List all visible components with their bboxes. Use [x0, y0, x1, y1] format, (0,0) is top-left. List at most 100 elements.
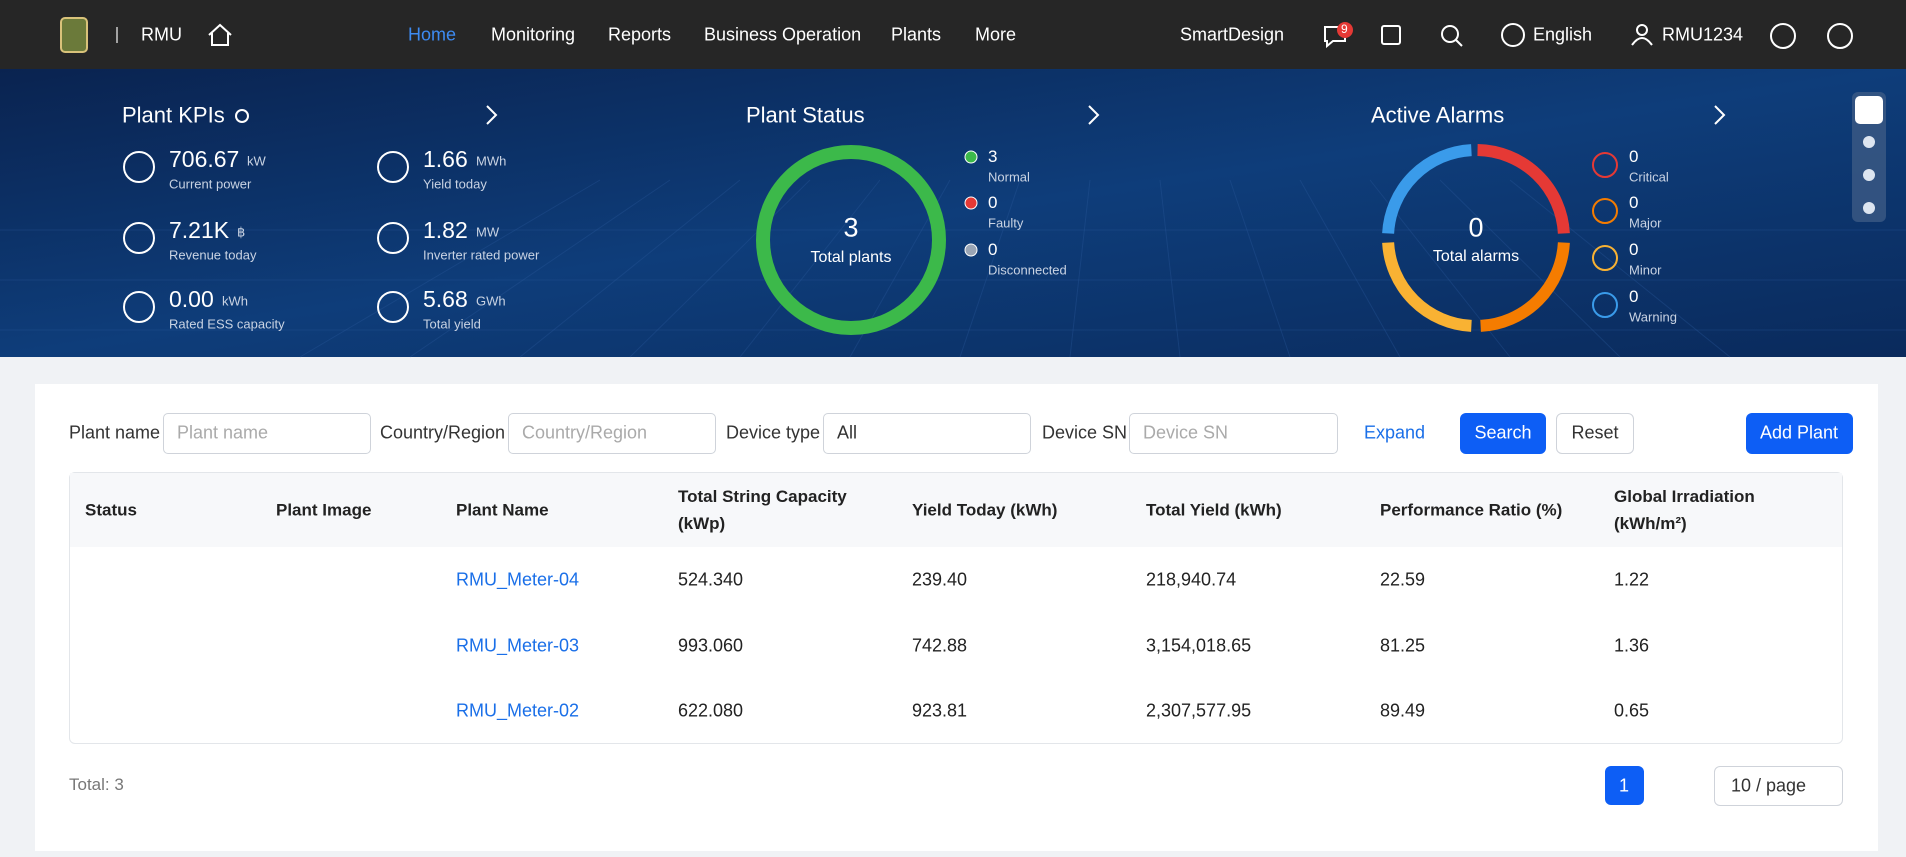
legend-value: 3 — [988, 147, 998, 167]
kpi-value: 7.21K — [169, 216, 230, 243]
cell: 22.59 — [1380, 569, 1426, 590]
filter-input[interactable] — [1129, 413, 1338, 454]
placeholder: Plant name — [177, 422, 269, 443]
reset-button[interactable] — [1556, 413, 1634, 454]
filter-input[interactable] — [823, 413, 1031, 454]
page-current[interactable] — [1605, 766, 1644, 805]
legend-value: 0 — [988, 193, 998, 213]
arrow — [1088, 105, 1100, 125]
cell: 524.340 — [678, 569, 744, 590]
plant-link[interactable]: RMU_Meter-03 — [456, 635, 580, 656]
column-header: Status — [85, 500, 137, 520]
nav-item[interactable]: Plants — [891, 24, 942, 45]
banner-grid — [409, 179, 671, 358]
cell: 1.36 — [1614, 635, 1650, 656]
cell: 218,940.74 — [1146, 569, 1237, 590]
kpi-label: Current power — [169, 176, 252, 192]
placeholder: Device SN — [1143, 422, 1229, 443]
kpi-icon — [377, 291, 409, 323]
home-icon — [208, 23, 232, 46]
button-label: Search — [1474, 422, 1532, 443]
calendar-icon — [1381, 25, 1401, 45]
filter-label: Device SN — [1042, 422, 1128, 443]
legend-label: Disconnected — [988, 262, 1067, 278]
language[interactable]: English — [1533, 24, 1593, 45]
badge-count: 9 — [1341, 22, 1348, 37]
kpi-unit: kW — [247, 153, 266, 169]
help-icon — [1827, 23, 1853, 49]
kpi-unit: kWh — [222, 293, 248, 309]
nav-item[interactable]: Business Operation — [704, 24, 862, 45]
total: Total: 3 — [69, 775, 124, 795]
panel-title: Plant Status — [746, 102, 865, 128]
legend-label: Critical — [1629, 169, 1669, 185]
banner-grid — [1159, 179, 1181, 358]
legend-label: Minor — [1629, 262, 1662, 278]
nav-item[interactable]: Reports — [608, 24, 672, 45]
panel-title: Plant KPIs — [122, 102, 225, 128]
user-icon — [1636, 24, 1648, 36]
legend-dot — [964, 150, 978, 164]
cell: 622.080 — [678, 700, 744, 721]
legend-value: 0 — [988, 240, 998, 260]
kpi-unit: MW — [476, 224, 500, 240]
logo — [60, 17, 88, 53]
toolbar-icon — [1863, 136, 1875, 148]
column-header: Plant Image — [276, 500, 372, 520]
kpi-label: Yield today — [423, 176, 487, 192]
cell: 2,307,577.95 — [1146, 700, 1252, 721]
nav-item[interactable]: Monitoring — [491, 24, 576, 45]
legend-label: Warning — [1629, 309, 1677, 325]
side-toolbar — [1852, 92, 1886, 222]
smartdesign[interactable]: SmartDesign — [1180, 24, 1285, 45]
banner-grid — [629, 179, 811, 358]
alarm-icon — [1592, 292, 1618, 318]
column-header: Plant Name — [456, 500, 549, 520]
user-body — [1631, 37, 1653, 46]
column-header: Performance Ratio (%) — [1380, 500, 1563, 520]
toolbar-icon — [1863, 202, 1875, 214]
plant-link[interactable]: RMU_Meter-02 — [456, 700, 580, 721]
arrow — [1714, 105, 1726, 125]
column-header: Yield Today (kWh) — [912, 500, 1058, 520]
user[interactable]: RMU1234 — [1662, 24, 1744, 45]
add-button[interactable] — [1746, 413, 1853, 454]
plant-link[interactable]: RMU_Meter-04 — [456, 569, 580, 590]
filter-input[interactable] — [508, 413, 716, 454]
kpi-label: Inverter rated power — [423, 247, 540, 263]
cell: 742.88 — [912, 635, 968, 656]
nav-item[interactable]: More — [975, 24, 1017, 45]
kpi-value: 706.67 — [169, 145, 240, 172]
status-ring — [756, 145, 946, 335]
brand: RMU — [141, 24, 182, 45]
banner-grid — [1229, 179, 1291, 358]
cell: 1.22 — [1614, 569, 1650, 590]
kpi-unit: ฿ — [237, 224, 246, 240]
cell: 81.25 — [1380, 635, 1426, 656]
arrow — [486, 105, 498, 125]
legend-value: 0 — [1629, 240, 1639, 260]
search-button[interactable] — [1460, 413, 1546, 454]
filter-label: Plant name — [69, 422, 161, 443]
filter-label: Device type — [726, 422, 821, 443]
legend-dot — [964, 196, 978, 210]
expand-link[interactable]: Expand — [1364, 422, 1426, 443]
total-label: Total plants — [810, 248, 892, 266]
placeholder: Country/Region — [522, 422, 648, 443]
badge — [1337, 22, 1353, 38]
kpi-value: 0.00 — [169, 285, 214, 312]
cell: 993.060 — [678, 635, 744, 656]
page-size-label: 10 / page — [1731, 775, 1807, 796]
legend-label: Normal — [988, 169, 1030, 185]
kpi-unit: GWh — [476, 293, 506, 309]
button-label: Add Plant — [1759, 422, 1839, 443]
cell: 239.40 — [912, 569, 968, 590]
kpi-label: Revenue today — [169, 247, 257, 263]
kpi-icon — [123, 291, 155, 323]
alarm-icon — [1592, 152, 1618, 178]
filter-input[interactable] — [163, 413, 371, 454]
nav-item[interactable]: Home — [408, 24, 457, 45]
page-size[interactable] — [1714, 766, 1843, 806]
kpi-icon — [377, 151, 409, 183]
toolbar-active — [1855, 96, 1883, 124]
